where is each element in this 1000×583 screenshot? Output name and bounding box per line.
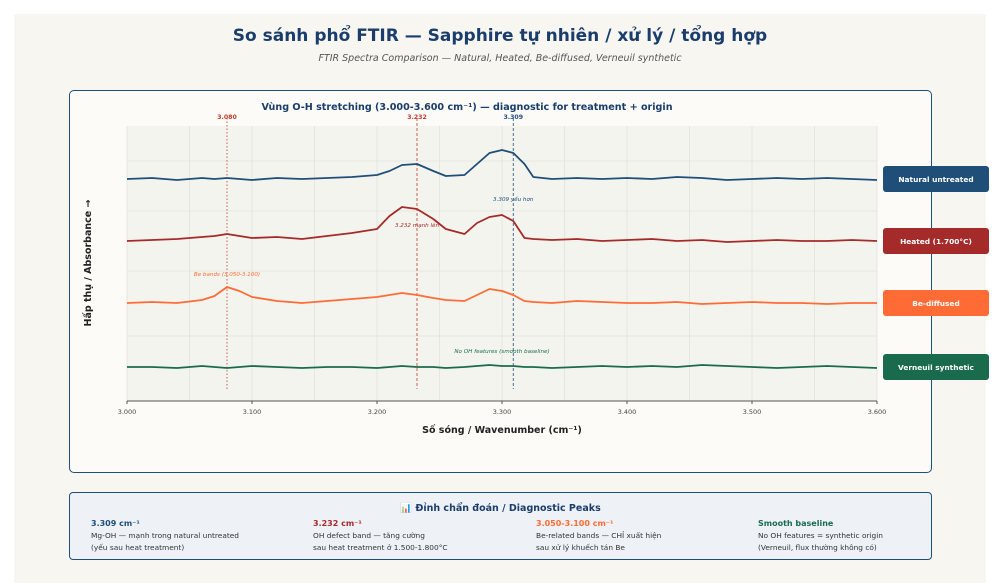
diagnostic-col-3309: 3.309 cm⁻¹ Mg-OH — mạnh trong natural un… <box>91 518 291 554</box>
series-line <box>126 206 878 243</box>
legend-label: Natural untreated <box>898 175 973 184</box>
diagnostic-col-be: 3.050-3.100 cm⁻¹ Be-related bands — CHỈ … <box>536 518 736 554</box>
diagnostic-text: sau xử lý khuếch tán Be <box>536 543 625 552</box>
x-tick-label: 3.600 <box>868 408 887 416</box>
ftir-chart: Vùng O-H stretching (3.000-3.600 cm⁻¹) —… <box>83 101 989 436</box>
diagnostic-heading: 3.050-3.100 cm⁻¹ <box>536 519 614 528</box>
y-axis-label: Hấp thụ / Absorbance → <box>83 199 94 326</box>
annotation: Be bands (3.050-3.100) <box>194 272 260 278</box>
diagnostic-text: Be-related bands — CHỈ xuất hiện <box>536 531 662 540</box>
reference-label: 3.232 <box>407 114 427 121</box>
series-line <box>127 364 878 369</box>
page-title: So sánh phổ FTIR — Sapphire tự nhiên / x… <box>232 26 768 46</box>
diagnostic-text: (Verneuil, flux thường không có) <box>758 543 877 552</box>
diagnostic-panel: 📊 Đỉnh chẩn đoán / Diagnostic Peaks 3.30… <box>69 492 932 560</box>
diagnostic-heading: 3.232 cm⁻¹ <box>313 519 362 528</box>
legend-box <box>883 166 989 192</box>
legend-label: Heated (1.700°C) <box>900 237 972 246</box>
legend-box <box>883 290 989 316</box>
annotation: 3.232 mạnh lên <box>395 222 440 229</box>
chart-panel: Vùng O-H stretching (3.000-3.600 cm⁻¹) —… <box>69 90 989 473</box>
x-tick-label: 3.000 <box>118 408 137 416</box>
diagnostic-heading: 3.309 cm⁻¹ <box>91 519 140 528</box>
x-tick-label: 3.100 <box>243 408 262 416</box>
page-subtitle: FTIR Spectra Comparison — Natural, Heate… <box>318 53 682 64</box>
legend-label: Verneuil synthetic <box>898 363 974 372</box>
diagnostic-text: No OH features = synthetic origin <box>758 531 883 540</box>
diagnostic-text: (yếu sau heat treatment) <box>91 543 185 552</box>
x-tick-label: 3.500 <box>743 408 762 416</box>
diagnostic-heading: Smooth baseline <box>758 519 834 528</box>
chart-title: Vùng O-H stretching (3.000-3.600 cm⁻¹) —… <box>261 101 672 113</box>
x-tick-label: 3.200 <box>368 408 387 416</box>
page: So sánh phổ FTIR — Sapphire tự nhiên / x… <box>14 14 989 583</box>
annotation: No OH features (smooth baseline) <box>454 349 549 355</box>
diagnostic-col-3232: 3.232 cm⁻¹ OH defect band — tăng cường s… <box>313 518 513 554</box>
x-tick-label: 3.400 <box>618 408 637 416</box>
series-line <box>126 286 877 305</box>
reference-label: 3.080 <box>217 114 237 121</box>
diagnostic-text: Mg-OH — mạnh trong natural untreated <box>91 531 239 540</box>
series-line <box>126 149 878 181</box>
x-tick-label: 3.300 <box>493 408 512 416</box>
x-axis-label: Số sóng / Wavenumber (cm⁻¹) <box>422 425 582 436</box>
diagnostic-col-synthetic: Smooth baseline No OH features = synthet… <box>758 518 958 554</box>
reference-label: 3.309 <box>503 114 523 121</box>
legend-label: Be-diffused <box>912 299 960 308</box>
diagnostic-title: 📊 Đỉnh chẩn đoán / Diagnostic Peaks <box>400 503 601 514</box>
annotation: 3.309 yếu hơn <box>493 196 534 203</box>
legend-box <box>883 228 989 254</box>
legend-box <box>883 354 989 380</box>
diagnostic-text: sau heat treatment ở 1.500-1.800°C <box>313 543 448 552</box>
diagnostic-text: OH defect band — tăng cường <box>313 531 425 540</box>
